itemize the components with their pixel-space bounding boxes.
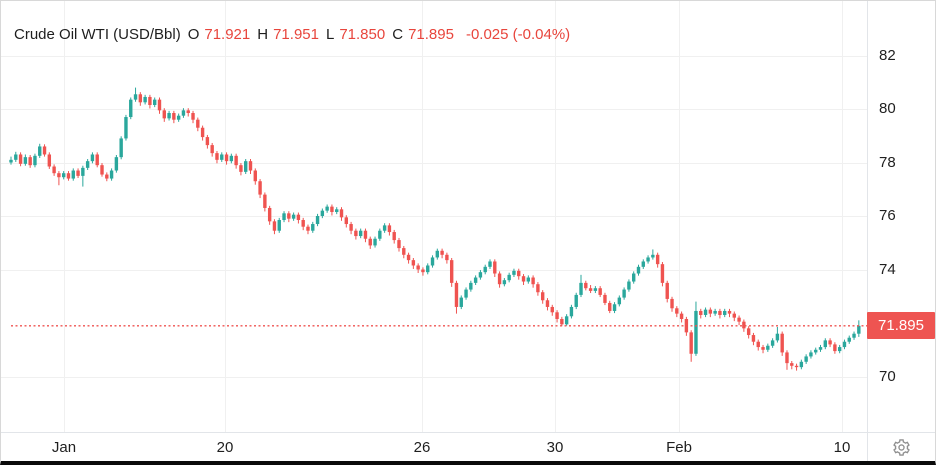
settings-gear-icon[interactable]: [889, 435, 913, 459]
gear-icon: [892, 438, 910, 456]
time-axis-tick: 10: [833, 439, 851, 456]
time-axis[interactable]: Jan 20 26 30 Feb 10: [1, 432, 935, 461]
price-axis-tick: 82: [879, 46, 896, 64]
ohlc-open-value: 71.921: [204, 26, 251, 43]
ohlc-close-label: C: [392, 26, 404, 43]
time-axis-tick: 30: [546, 439, 564, 456]
ohlc-low-value: 71.850: [339, 26, 386, 43]
time-axis-tick: 26: [413, 439, 431, 456]
time-axis-tick: Feb: [666, 439, 692, 456]
ohlc-close-value: 71.895: [408, 26, 454, 43]
price-axis-tick: 74: [879, 260, 896, 278]
time-axis-tick: 20: [216, 439, 234, 456]
ohlc-low-label: L: [325, 26, 335, 43]
time-axis-tick: Jan: [51, 439, 77, 456]
ohlc-high-value: 71.951: [273, 26, 319, 43]
price-axis-tick: 70: [879, 367, 896, 385]
ohlc-open-label: O: [187, 26, 200, 43]
price-axis-tick: 78: [879, 153, 896, 171]
ohlc-high-label: H: [257, 26, 269, 43]
instrument-title: Crude Oil WTI (USD/Bbl): [14, 26, 181, 43]
price-axis-tick: 80: [879, 100, 896, 117]
last-price-label: 71.895: [867, 312, 935, 340]
price-axis-tick: 76: [879, 207, 896, 224]
axis-corner-separator: [867, 433, 868, 461]
price-axis[interactable]: 82 80 78 76 74 70: [867, 1, 935, 432]
legend: Crude Oil WTI (USD/Bbl) O 71.921 H 71.951 L 71…: [14, 25, 570, 45]
price-change: -0.025 (-0.04%): [465, 26, 571, 43]
